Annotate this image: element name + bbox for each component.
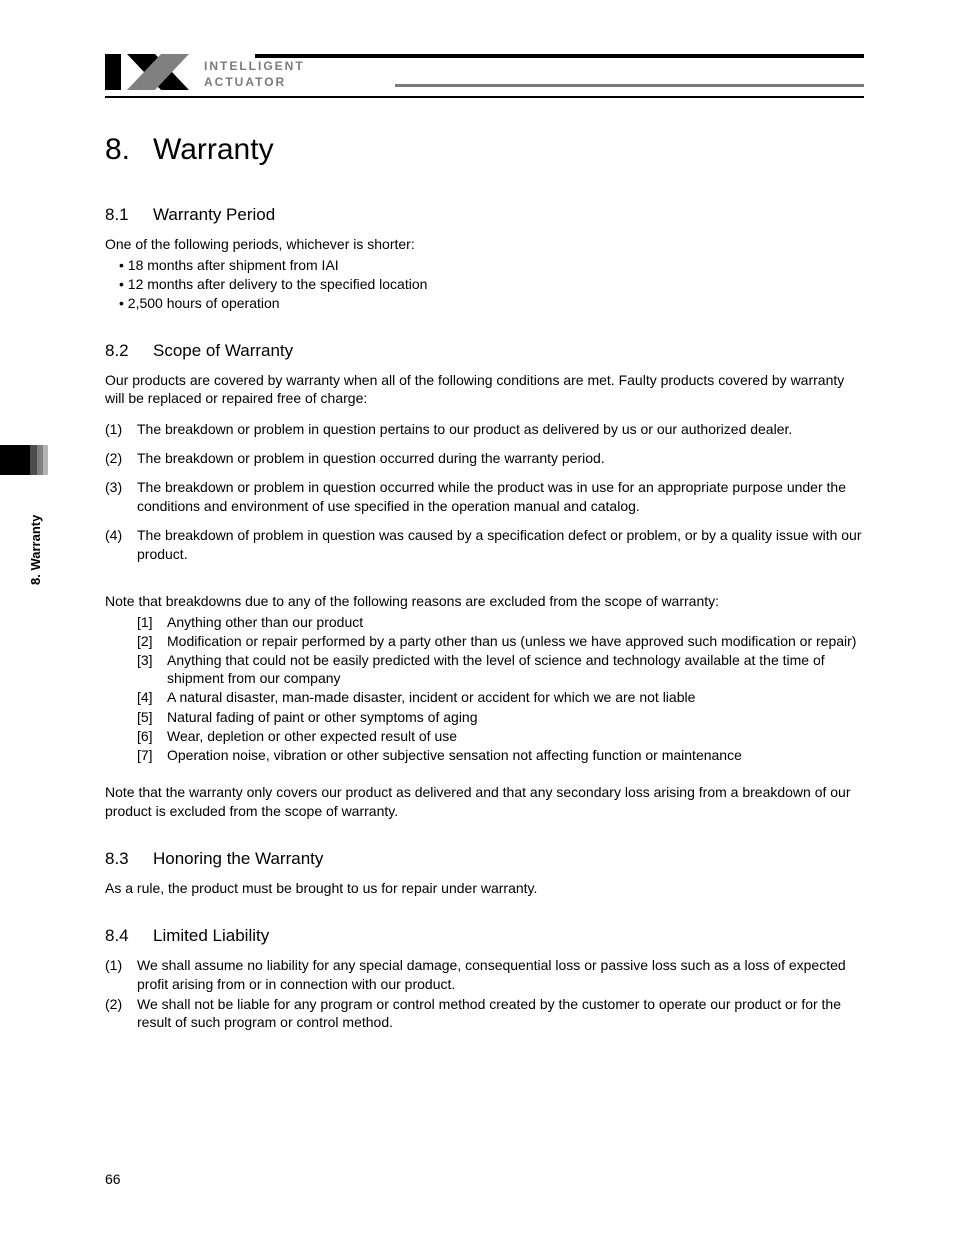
list-item: [2] Modification or repair performed by … — [137, 632, 864, 650]
list-item: [3] Anything that could not be easily pr… — [137, 651, 864, 687]
page-number: 66 — [105, 1171, 121, 1187]
section-heading-8-1: 8.1Warranty Period — [105, 205, 864, 225]
brand-line1: INTELLIGENT — [204, 59, 305, 75]
item-text: We shall assume no liability for any spe… — [137, 956, 864, 994]
page-content: INTELLIGENT ACTUATOR 8.Warranty 8.1Warra… — [0, 0, 954, 1083]
header-rule-top — [255, 54, 864, 58]
section-title: Warranty Period — [153, 205, 275, 224]
list-item: (2) The breakdown or problem in question… — [105, 449, 864, 468]
list-item: (1) We shall assume no liability for any… — [105, 956, 864, 994]
warranty-period-list: 18 months after shipment from IAI 12 mon… — [105, 256, 864, 313]
section-8-2-intro: Our products are covered by warranty whe… — [105, 371, 864, 409]
list-item: (1) The breakdown or problem in question… — [105, 420, 864, 439]
item-marker: (4) — [105, 526, 137, 564]
item-text: The breakdown or problem in question per… — [137, 420, 864, 439]
section-number: 8.3 — [105, 849, 153, 869]
list-item: 12 months after delivery to the specifie… — [119, 275, 864, 294]
header-rule-mid — [395, 84, 864, 87]
item-text: We shall not be liable for any program o… — [137, 995, 864, 1033]
brand-text: INTELLIGENT ACTUATOR — [204, 59, 305, 90]
section-8-3-body: As a rule, the product must be brought t… — [105, 879, 864, 898]
list-item: (2) We shall not be liable for any progr… — [105, 995, 864, 1033]
item-marker: [5] — [137, 708, 167, 726]
item-text: Operation noise, vibration or other subj… — [167, 746, 864, 764]
secondary-loss-note: Note that the warranty only covers our p… — [105, 783, 864, 821]
list-item: (4) The breakdown of problem in question… — [105, 526, 864, 564]
list-item: 18 months after shipment from IAI — [119, 256, 864, 275]
item-text: Anything other than our product — [167, 613, 864, 631]
section-heading-8-3: 8.3Honoring the Warranty — [105, 849, 864, 869]
item-text: Anything that could not be easily predic… — [167, 651, 864, 687]
list-item: [5] Natural fading of paint or other sym… — [137, 708, 864, 726]
page-header: INTELLIGENT ACTUATOR — [105, 50, 864, 105]
brand-line2: ACTUATOR — [204, 75, 305, 91]
chapter-number: 8. — [105, 133, 153, 167]
warranty-conditions-list: (1) The breakdown or problem in question… — [105, 420, 864, 563]
item-marker: [2] — [137, 632, 167, 650]
item-marker: (3) — [105, 478, 137, 516]
item-text: Natural fading of paint or other symptom… — [167, 708, 864, 726]
item-text: Modification or repair performed by a pa… — [167, 632, 864, 650]
item-text: The breakdown or problem in question occ… — [137, 478, 864, 516]
section-title: Scope of Warranty — [153, 341, 293, 360]
chapter-heading: 8.Warranty — [105, 133, 864, 167]
list-item: 2,500 hours of operation — [119, 294, 864, 313]
item-marker: [1] — [137, 613, 167, 631]
limited-liability-list: (1) We shall assume no liability for any… — [105, 956, 864, 1033]
warranty-exclusions-list: [1] Anything other than our product [2] … — [105, 613, 864, 765]
list-item: [4] A natural disaster, man-made disaste… — [137, 688, 864, 706]
item-marker: (2) — [105, 449, 137, 468]
exclusion-intro: Note that breakdowns due to any of the f… — [105, 592, 864, 611]
section-number: 8.4 — [105, 926, 153, 946]
item-marker: (1) — [105, 956, 137, 994]
item-marker: [7] — [137, 746, 167, 764]
section-number: 8.1 — [105, 205, 153, 225]
item-marker: [4] — [137, 688, 167, 706]
item-text: The breakdown or problem in question occ… — [137, 449, 864, 468]
list-item: (3) The breakdown or problem in question… — [105, 478, 864, 516]
item-marker: (2) — [105, 995, 137, 1033]
section-heading-8-4: 8.4Limited Liability — [105, 926, 864, 946]
header-rule-bottom — [105, 96, 864, 98]
item-marker: (1) — [105, 420, 137, 439]
ix-logo-icon — [105, 50, 190, 94]
item-text: Wear, depletion or other expected result… — [167, 727, 864, 745]
chapter-title: Warranty — [153, 133, 274, 166]
list-item: [6] Wear, depletion or other expected re… — [137, 727, 864, 745]
item-text: The breakdown of problem in question was… — [137, 526, 864, 564]
section-title: Honoring the Warranty — [153, 849, 323, 868]
section-8-1-intro: One of the following periods, whichever … — [105, 235, 864, 254]
item-marker: [3] — [137, 651, 167, 687]
item-text: A natural disaster, man-made disaster, i… — [167, 688, 864, 706]
list-item: [1] Anything other than our product — [137, 613, 864, 631]
section-heading-8-2: 8.2Scope of Warranty — [105, 341, 864, 361]
section-number: 8.2 — [105, 341, 153, 361]
section-title: Limited Liability — [153, 926, 269, 945]
item-marker: [6] — [137, 727, 167, 745]
list-item: [7] Operation noise, vibration or other … — [137, 746, 864, 764]
